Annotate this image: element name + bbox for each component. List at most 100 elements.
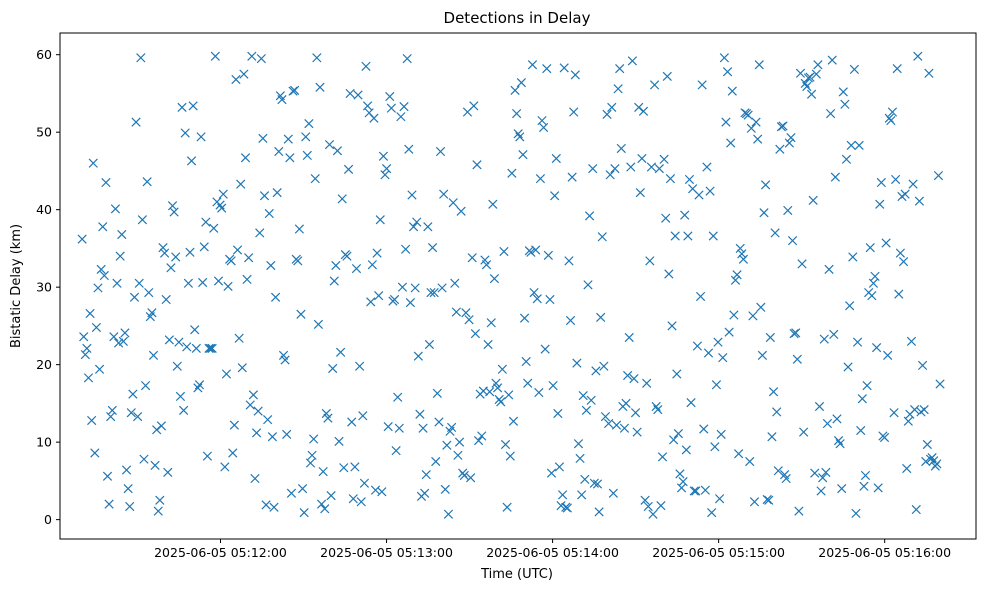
- scatter-point: [505, 451, 515, 461]
- scatter-point: [910, 404, 920, 415]
- scatter-point: [692, 341, 703, 351]
- scatter-point: [440, 484, 450, 495]
- scatter-point: [343, 164, 354, 175]
- scatter-point: [337, 194, 347, 204]
- scatter-point: [557, 490, 568, 500]
- scatter-point: [136, 53, 146, 63]
- scatter-point: [153, 506, 163, 516]
- scatter-point: [594, 507, 604, 517]
- scatter-point: [875, 199, 885, 209]
- scatter-point: [427, 243, 438, 253]
- scatter-point: [553, 408, 563, 419]
- scatter-point: [90, 448, 100, 458]
- scatter-point: [626, 162, 636, 172]
- scatter-point: [485, 387, 495, 397]
- scatter-point: [258, 133, 268, 144]
- scatter-point: [134, 278, 144, 288]
- scatter-point: [873, 483, 883, 493]
- scatter-point: [653, 404, 663, 415]
- scatter-point: [768, 387, 779, 397]
- scatter-point: [764, 495, 774, 505]
- scatter-point: [623, 370, 633, 381]
- scatter-point: [121, 465, 132, 475]
- scatter-point: [689, 486, 699, 496]
- scatter-point: [542, 64, 552, 74]
- scatter-point: [290, 85, 300, 95]
- scatter-point: [654, 163, 664, 174]
- scatter-point: [827, 55, 837, 65]
- scatter-point: [519, 313, 530, 323]
- scatter-point: [215, 200, 225, 210]
- scatter-point: [837, 484, 847, 494]
- scatter-point: [242, 274, 252, 285]
- scatter-point: [711, 380, 722, 390]
- scatter-point: [250, 473, 260, 484]
- scatter-point: [155, 495, 165, 505]
- scatter-point: [117, 229, 127, 240]
- scatter-point: [470, 329, 481, 339]
- scatter-point: [829, 329, 839, 340]
- scatter-point: [680, 210, 690, 220]
- scatter-point: [193, 383, 203, 393]
- scatter-point: [602, 109, 612, 119]
- scatter-point: [489, 274, 500, 284]
- scatter-point: [469, 101, 479, 111]
- scatter-point: [713, 337, 723, 347]
- scatter-point: [849, 64, 860, 75]
- scatter-point: [822, 418, 833, 429]
- scatter-point: [538, 122, 549, 133]
- scatter-point: [353, 90, 363, 100]
- scatter-point: [577, 490, 587, 500]
- scatter-point: [621, 398, 631, 409]
- scatter-point: [126, 408, 136, 418]
- scatter-point: [497, 364, 507, 374]
- scatter-point: [686, 397, 696, 408]
- scatter-point: [399, 101, 409, 112]
- scatter-point: [657, 452, 668, 462]
- scatter-point: [630, 408, 641, 418]
- scatter-point: [335, 347, 346, 357]
- scatter-point: [110, 204, 121, 214]
- scatter-point: [578, 391, 588, 401]
- scatter-point: [199, 242, 209, 252]
- scatter-point: [437, 283, 447, 293]
- scatter-point: [315, 82, 325, 92]
- scatter-point: [323, 413, 333, 423]
- scatter-point: [320, 504, 330, 514]
- scatter-point: [106, 411, 116, 422]
- scatter-point: [643, 501, 653, 512]
- scatter-point: [616, 143, 626, 154]
- scatter-point: [293, 256, 303, 266]
- scatter-point: [156, 421, 167, 431]
- scatter-point: [721, 117, 731, 127]
- scatter-point: [624, 332, 634, 343]
- scatter-point: [451, 307, 461, 317]
- scatter-point: [675, 469, 685, 479]
- scatter-point: [426, 287, 436, 298]
- scatter-point: [217, 203, 227, 213]
- scatter-point: [783, 205, 793, 216]
- scatter-point: [523, 378, 533, 388]
- scatter-point: [605, 170, 615, 180]
- scatter-point: [927, 453, 937, 463]
- x-tick-label: 2025-06-05 05:16:00: [818, 545, 951, 560]
- scatter-point: [737, 249, 747, 259]
- scatter-point: [730, 275, 741, 285]
- scatter-point: [835, 439, 845, 449]
- scatter-point: [280, 355, 290, 365]
- scatter-point: [133, 411, 143, 422]
- scatter-point: [911, 504, 921, 515]
- y-tick-label: 40: [36, 202, 52, 217]
- scatter-point: [389, 294, 400, 305]
- scatter-point: [637, 153, 647, 164]
- scatter-point: [714, 494, 725, 504]
- scatter-point: [732, 270, 742, 280]
- scatter-point: [767, 432, 777, 442]
- scatter-point: [819, 334, 829, 344]
- scatter-point: [259, 191, 270, 201]
- scatter-point: [331, 260, 341, 271]
- scatter-point: [629, 373, 639, 384]
- x-tick-label: 2025-06-05 05:15:00: [652, 545, 785, 560]
- scatter-point: [825, 108, 836, 119]
- scatter-point: [305, 458, 316, 468]
